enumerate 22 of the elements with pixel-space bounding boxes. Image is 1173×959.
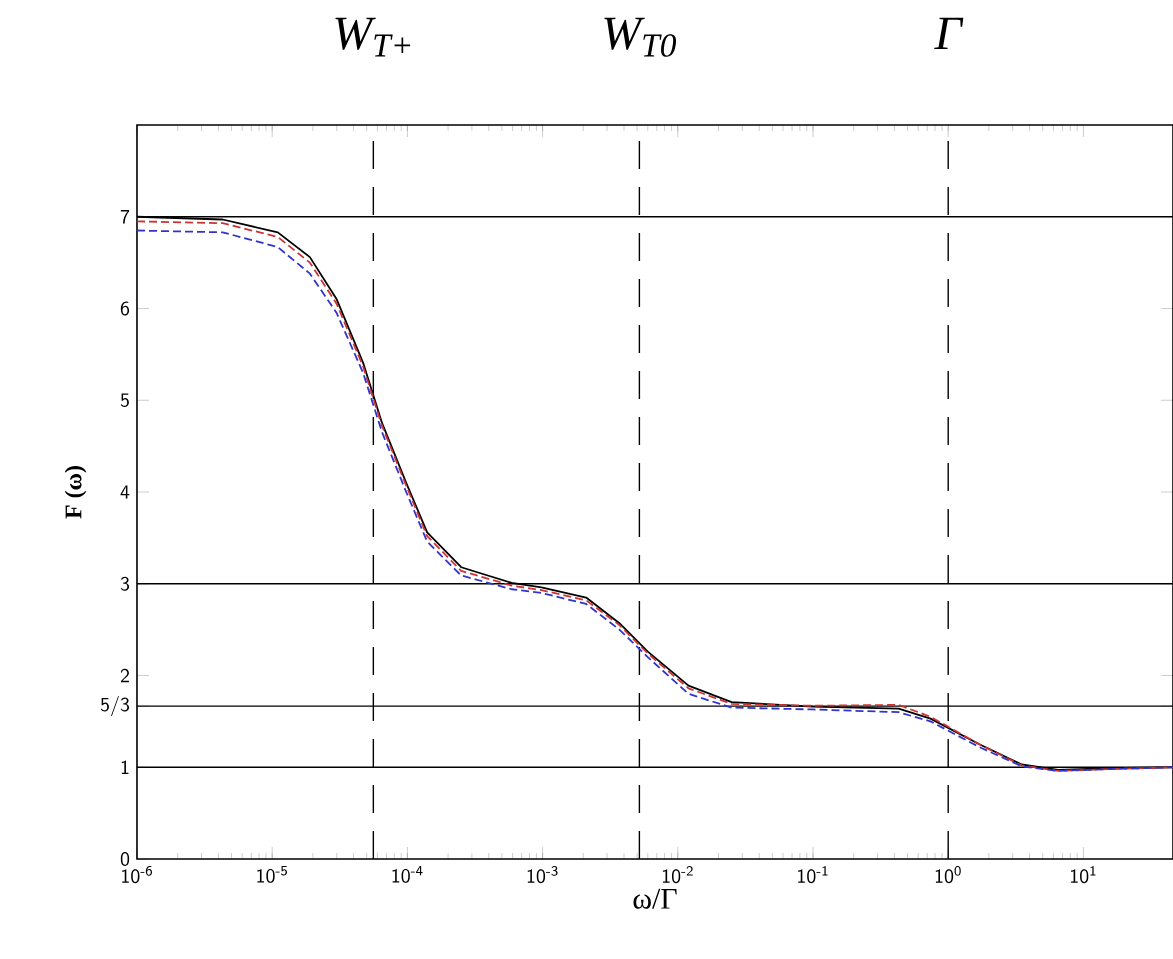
y-tick-label: 5 xyxy=(120,393,129,407)
x-tick-label: 10$^{-2}$ xyxy=(662,866,693,884)
x-axis-title: ω/Γ xyxy=(633,888,677,909)
y-tick-label: 5/3 xyxy=(100,696,130,717)
x-tick-label: 10$^{1}$ xyxy=(1071,866,1096,884)
x-tick-label: 10$^{-3}$ xyxy=(527,866,558,884)
ref-line-label: W$_{T0}$ xyxy=(604,17,677,57)
y-tick-label: 4 xyxy=(120,485,130,499)
x-tick-label: 10$^{0}$ xyxy=(935,866,961,884)
x-tick-label: 10$^{-4}$ xyxy=(392,866,423,883)
ref-line-label: W$_{T+}$ xyxy=(335,17,411,57)
y-tick-label: 2 xyxy=(120,668,129,683)
y-tick-label: 1 xyxy=(121,760,129,774)
y-tick-label: 0 xyxy=(120,852,130,866)
y-tick-label: 6 xyxy=(120,301,130,316)
x-tick-label: 10$^{-1}$ xyxy=(798,866,828,884)
x-tick-label: 10$^{-5}$ xyxy=(257,866,288,883)
y-tick-label: 3 xyxy=(120,576,130,591)
y-tick-label: 7 xyxy=(120,210,130,224)
ref-line-label: Γ xyxy=(934,17,964,49)
y-axis-title: F (ω) xyxy=(64,466,87,519)
x-tick-label: 10$^{-6}$ xyxy=(122,866,152,884)
